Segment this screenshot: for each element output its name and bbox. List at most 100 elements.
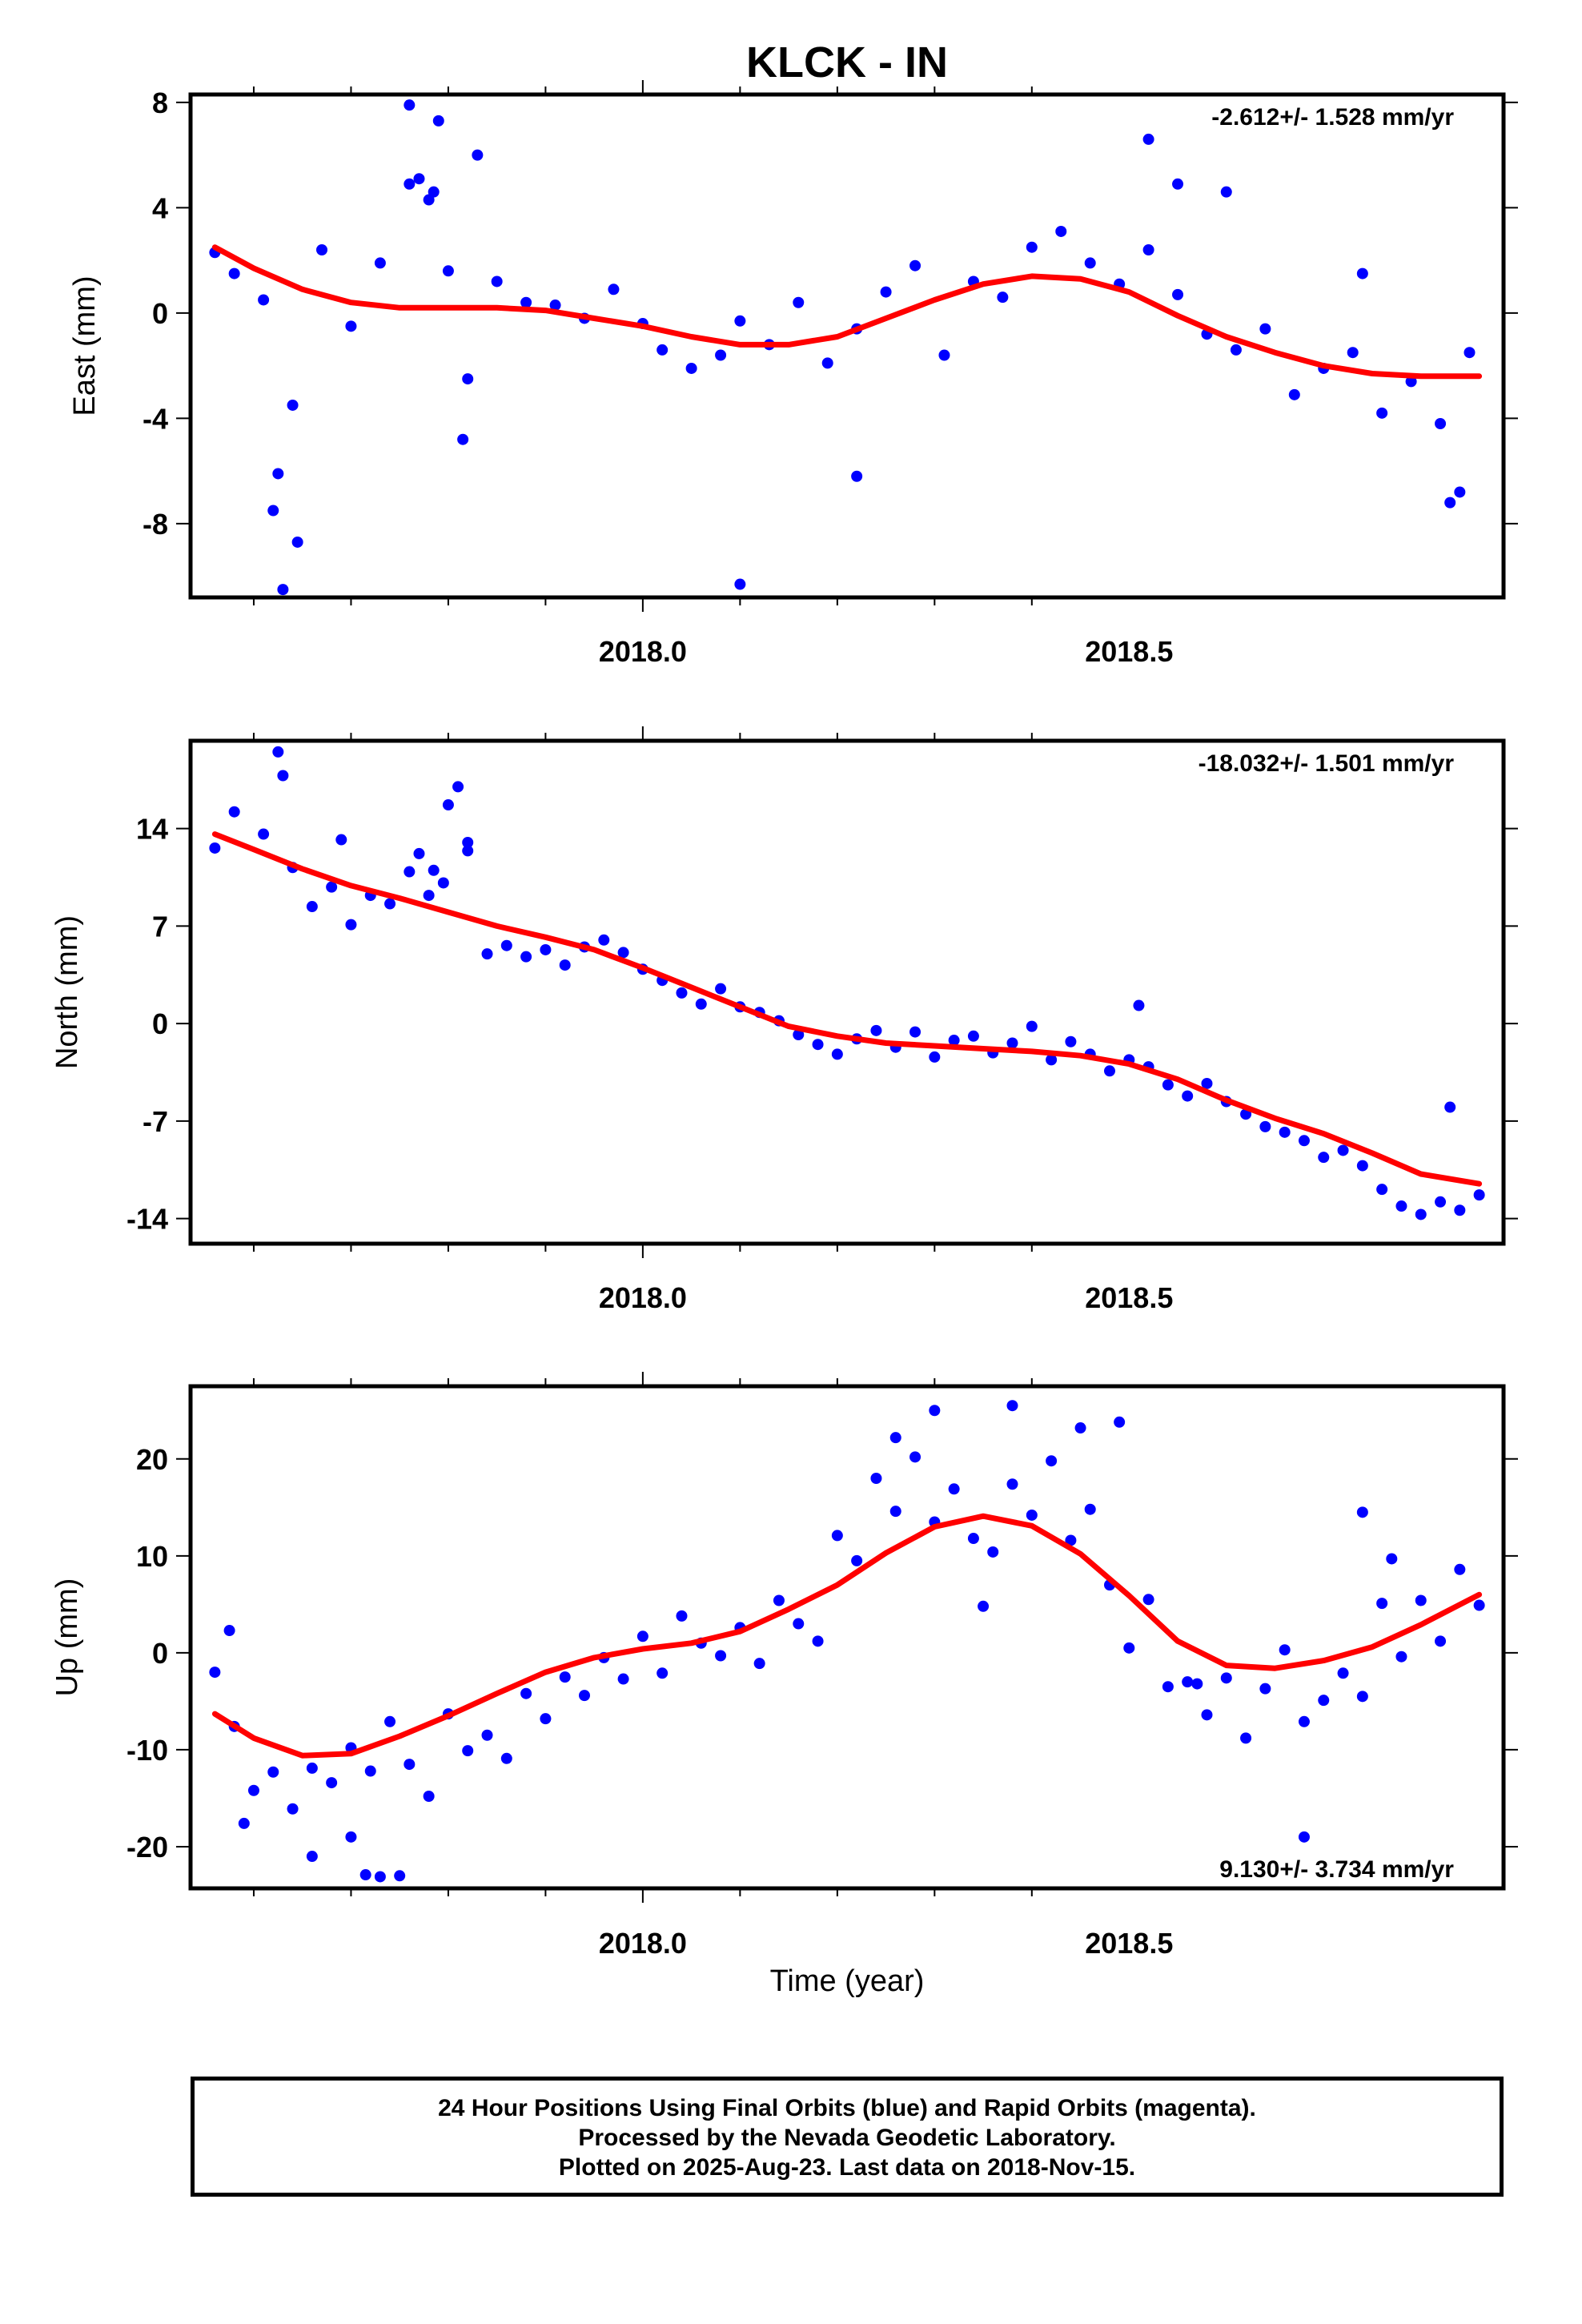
north-y-axis-label: North (mm) xyxy=(50,915,84,1069)
east-data-point xyxy=(1142,133,1154,145)
up-points xyxy=(209,1400,1485,1883)
east-x-tick-label: 2018.5 xyxy=(1085,635,1173,668)
up-data-point xyxy=(773,1594,785,1606)
east-y-tick-label: 0 xyxy=(152,297,168,330)
east-data-point xyxy=(291,536,303,548)
north-data-point xyxy=(1444,1101,1456,1113)
up-data-point xyxy=(1259,1683,1271,1695)
up-y-tick-label: 0 xyxy=(152,1637,168,1670)
up-data-point xyxy=(1435,1635,1447,1647)
up-data-point xyxy=(812,1635,824,1647)
north-data-point xyxy=(335,834,347,846)
up-data-point xyxy=(1298,1831,1310,1843)
east-data-point xyxy=(491,275,503,287)
north-data-point xyxy=(452,781,464,793)
up-data-point xyxy=(676,1610,688,1622)
north-data-point xyxy=(617,947,629,959)
up-data-point xyxy=(1454,1563,1466,1575)
east-frame xyxy=(188,92,1506,600)
up-x-tick-label: 2018.5 xyxy=(1085,1927,1173,1960)
up-data-point xyxy=(1114,1416,1126,1428)
up-data-point xyxy=(1356,1691,1368,1703)
east-data-point xyxy=(851,470,863,482)
up-y-axis-label: Up (mm) xyxy=(50,1578,84,1697)
north-data-point xyxy=(831,1048,843,1060)
north-data-point xyxy=(1065,1035,1077,1047)
north-x-tick-label: 2018.0 xyxy=(599,1281,687,1314)
north-data-point xyxy=(462,845,474,857)
up-data-point xyxy=(1074,1422,1086,1434)
north-y-tick-label: 14 xyxy=(136,813,168,846)
east-data-point xyxy=(413,173,425,185)
east-data-point xyxy=(316,243,327,255)
north-data-point xyxy=(1182,1090,1194,1102)
north-data-point xyxy=(209,842,221,854)
up-y-tick-label: -10 xyxy=(126,1734,168,1767)
east-y-tick-label: 8 xyxy=(152,86,168,119)
north-data-point xyxy=(967,1030,979,1042)
east-data-point xyxy=(821,357,833,369)
up-data-point xyxy=(500,1752,512,1764)
north-x-tick-label: 2018.5 xyxy=(1085,1281,1173,1314)
caption-line-3: Plotted on 2025-Aug-23. Last data on 201… xyxy=(558,2154,1136,2181)
up-data-point xyxy=(889,1432,901,1444)
east-data-point xyxy=(1084,257,1096,269)
north-data-point xyxy=(442,799,454,811)
east-data-point xyxy=(1288,388,1300,400)
north-frame xyxy=(188,738,1506,1246)
up-panel: 2018.0 2018.5 20 10 0 -10 -20 9.130+/- 3.734 mm… xyxy=(50,1372,1518,1960)
up-data-point xyxy=(1123,1642,1135,1654)
north-data-point xyxy=(559,959,571,971)
up-data-point xyxy=(579,1690,590,1702)
east-data-point xyxy=(1376,407,1388,419)
up-data-point xyxy=(209,1667,221,1679)
north-fit-curve xyxy=(211,831,1483,1187)
east-rate-label: -2.612+/- 1.528 mm/yr xyxy=(1211,104,1454,131)
east-data-point xyxy=(1259,323,1271,335)
east-data-point xyxy=(656,344,669,356)
east-data-point xyxy=(1172,178,1184,190)
north-data-point xyxy=(695,998,707,1010)
east-data-point xyxy=(1454,486,1466,498)
north-data-point xyxy=(272,746,284,758)
east-data-point xyxy=(1347,347,1359,359)
north-data-point xyxy=(1133,999,1145,1011)
east-data-point xyxy=(1435,417,1447,429)
up-data-point xyxy=(1006,1400,1018,1412)
up-data-point xyxy=(267,1766,279,1778)
up-data-point xyxy=(831,1530,843,1542)
east-data-point xyxy=(404,99,416,111)
east-data-point xyxy=(1356,267,1368,279)
east-data-point xyxy=(1220,186,1232,198)
north-data-point xyxy=(500,939,512,951)
north-data-point xyxy=(1415,1208,1427,1220)
north-data-point xyxy=(345,919,357,931)
north-data-point xyxy=(1298,1135,1310,1147)
north-y-tick-label: -14 xyxy=(126,1203,168,1236)
east-y-tick-label: 4 xyxy=(152,191,168,224)
up-data-point xyxy=(1182,1676,1194,1688)
up-data-point xyxy=(374,1871,386,1883)
up-data-point xyxy=(1084,1503,1096,1515)
north-data-point xyxy=(326,881,338,893)
east-data-point xyxy=(345,320,357,332)
east-data-point xyxy=(258,294,270,306)
north-y-tick-label: 0 xyxy=(152,1007,168,1040)
east-data-point xyxy=(457,433,469,445)
east-data-point xyxy=(793,296,805,308)
east-data-point xyxy=(1026,241,1038,253)
caption-box: 24 Hour Positions Using Final Orbits (bl… xyxy=(191,2077,1504,2197)
north-data-point xyxy=(1376,1184,1388,1196)
east-data-point xyxy=(685,362,697,374)
east-panel: 2018.0 2018.5 8 4 0 -4 -8 -2.612+/- 1.528 mm/yr… xyxy=(68,80,1518,668)
north-data-point xyxy=(1318,1152,1330,1164)
up-data-point xyxy=(617,1673,629,1685)
north-y-tick-label: -7 xyxy=(143,1105,168,1138)
up-data-point xyxy=(1415,1594,1427,1606)
east-data-point xyxy=(938,349,950,361)
up-data-point xyxy=(326,1777,338,1789)
up-data-point xyxy=(384,1715,396,1727)
up-data-point xyxy=(423,1791,435,1803)
up-data-point xyxy=(1201,1709,1213,1721)
up-data-point xyxy=(753,1658,765,1670)
